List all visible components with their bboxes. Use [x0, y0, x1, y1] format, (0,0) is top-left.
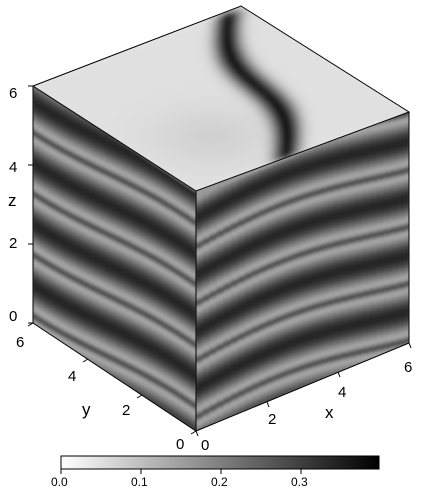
cube-left-face	[33, 86, 196, 431]
